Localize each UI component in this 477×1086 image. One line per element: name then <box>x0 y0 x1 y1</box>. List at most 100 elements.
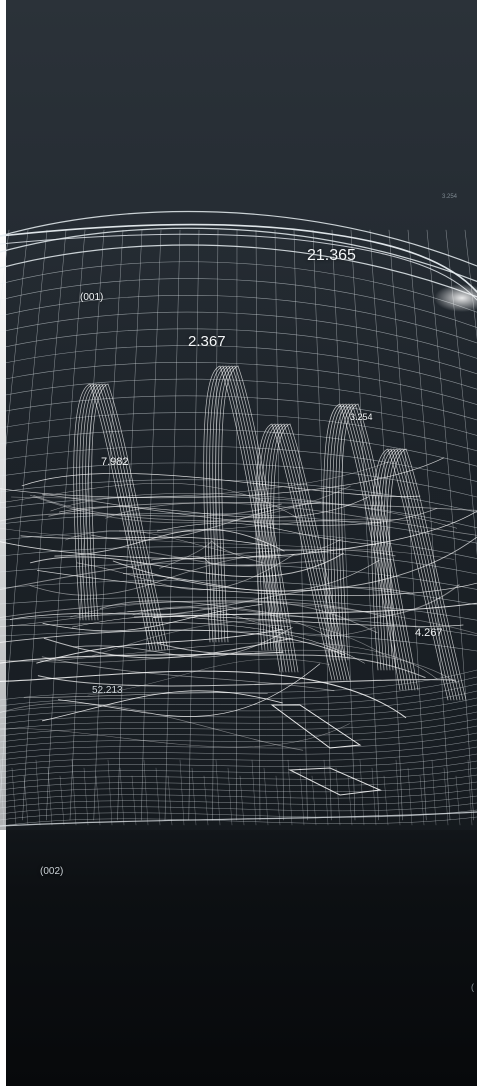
measure-label-7982: 7.982 <box>101 456 129 468</box>
wire-sweep <box>29 485 351 524</box>
wire-seat-loop <box>326 403 404 691</box>
wire-panel-rib <box>203 775 209 826</box>
wire-side-panel <box>0 718 477 743</box>
wire-panel-rib <box>215 759 221 826</box>
wire-seat-loop <box>218 365 296 673</box>
measure-label-21365: 21.365 <box>307 247 356 264</box>
wire-seat-loop <box>212 365 290 673</box>
wire-sweep <box>0 510 477 559</box>
wire-sweep <box>127 601 378 634</box>
wire-seat-loop <box>91 383 169 651</box>
measure-label-4267: 4.267 <box>415 627 443 639</box>
wire-sweep <box>71 615 291 628</box>
wire-side-panel <box>0 809 477 821</box>
wire-panel-rib <box>275 775 281 826</box>
wire-sweep <box>36 570 477 596</box>
wire-seat-loop <box>203 365 281 673</box>
wire-latitude <box>0 278 477 328</box>
wire-panel-rib <box>179 759 185 826</box>
wire-longitude <box>0 229 10 311</box>
wire-sweep <box>0 600 386 618</box>
wire-side-panel <box>0 746 477 767</box>
wire-sweep <box>91 620 389 658</box>
wire-sweep <box>118 518 410 533</box>
wire-sweep <box>41 656 335 692</box>
wire-sweep <box>156 522 377 545</box>
wire-side-panel <box>0 760 477 779</box>
edge-paren-label: ( <box>471 982 474 992</box>
wire-sweep <box>36 628 284 664</box>
wire-sweep <box>0 629 345 656</box>
wire-panel-rib <box>143 759 149 826</box>
wire-longitude <box>407 229 451 821</box>
wire-longitude <box>445 229 477 556</box>
wire-seat-loop <box>389 448 467 701</box>
wire-panel-rib <box>287 759 293 826</box>
wire-panel-rib <box>251 759 257 826</box>
wire-panel-rib <box>263 767 269 826</box>
wire-sweep <box>99 584 460 620</box>
wire-panel-rib <box>47 767 53 826</box>
wire-panel-rib <box>419 775 425 826</box>
wire-seat-loop <box>79 383 157 651</box>
wire-sweep <box>41 690 283 722</box>
faint-label-3254: 3.254 <box>442 194 458 200</box>
wire-longitude <box>45 229 86 821</box>
section-label-002: (002) <box>40 866 64 877</box>
wire-side-panel <box>0 753 477 773</box>
wire-sweep <box>48 501 477 517</box>
wire-sweep <box>0 642 438 680</box>
wire-seat-loop <box>380 448 458 701</box>
wire-latitude <box>0 429 477 467</box>
section-label-001: (001) <box>80 292 104 303</box>
wire-longitude <box>312 229 332 821</box>
wire-sweep <box>157 642 426 679</box>
wire-sweep <box>149 551 323 567</box>
wire-seat-loop <box>215 365 293 673</box>
wire-side-panel <box>0 774 477 791</box>
wire-panel-rib <box>455 775 461 826</box>
wire-sweep <box>0 723 350 748</box>
measure-label-2367: 2.367 <box>188 333 226 350</box>
wire-sweep <box>58 496 370 518</box>
wire-panel-rib <box>311 775 317 826</box>
wire-canopy-edge <box>0 223 477 293</box>
wire-seat-loop <box>335 403 413 691</box>
wire-latitude <box>0 362 477 405</box>
wire-seat-loop <box>329 403 407 691</box>
wire-sweep <box>133 586 414 618</box>
wire-longitude <box>0 229 29 512</box>
wire-longitude <box>235 229 238 821</box>
wire-panel-rib <box>0 759 5 826</box>
wire-seat-loop <box>377 448 455 701</box>
wire-bottom-edge <box>0 811 477 827</box>
wire-sweep <box>152 602 477 618</box>
wire-panel-rib <box>83 767 89 826</box>
wire-seat-loop <box>261 423 339 681</box>
wire-sweep <box>0 482 299 519</box>
wire-seat-loop <box>383 448 461 701</box>
nose-glow <box>434 284 477 312</box>
wire-sweep <box>151 556 263 566</box>
wire-side-panel <box>0 711 477 737</box>
wire-seat-loop <box>258 423 336 681</box>
wire-seat-loop <box>82 383 160 651</box>
wire-sweep <box>42 603 263 632</box>
wire-sweep <box>0 527 455 560</box>
wire-sweep <box>123 559 380 592</box>
wire-sweep <box>9 622 365 664</box>
wire-longitude <box>69 229 105 821</box>
wire-seat-loop <box>332 403 410 691</box>
wire-sweep <box>50 493 458 529</box>
wire-longitude <box>464 229 477 340</box>
wire-seat-loop <box>374 448 452 701</box>
wire-sweep <box>0 670 407 719</box>
wire-longitude <box>350 229 380 821</box>
wire-seat-loop <box>264 423 342 681</box>
wire-sweep <box>39 649 458 684</box>
wire-panel-rib <box>383 775 389 826</box>
wire-sweep <box>132 606 376 637</box>
measure-label-3254: 3.254 <box>350 412 373 422</box>
wire-panel-rib <box>395 759 401 826</box>
